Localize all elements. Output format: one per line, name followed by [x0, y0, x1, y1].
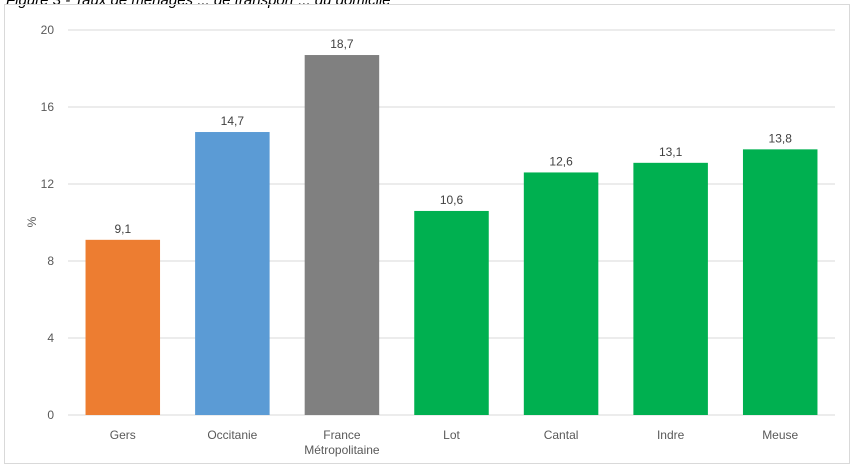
data-label: 14,7 [221, 114, 245, 128]
y-tick-label: 4 [47, 331, 54, 345]
bar [85, 239, 161, 415]
bar [304, 55, 380, 416]
y-tick-label: 0 [47, 408, 54, 422]
data-label: 18,7 [330, 37, 354, 51]
x-tick-label: Meuse [762, 428, 798, 442]
x-tick-label: Indre [657, 428, 685, 442]
x-tick-label: France [323, 428, 361, 442]
y-tick-label: 8 [47, 254, 54, 268]
data-label: 9,1 [114, 222, 131, 236]
x-tick-label: Occitanie [207, 428, 257, 442]
x-tick-label: Lot [443, 428, 460, 442]
bar [523, 172, 599, 415]
data-label: 12,6 [549, 154, 573, 168]
data-label: 13,8 [769, 131, 793, 145]
x-tick-label: Gers [110, 428, 136, 442]
data-label: 13,1 [659, 145, 683, 159]
bar [195, 132, 270, 415]
chart-frame [4, 4, 850, 464]
y-tick-label: 20 [41, 23, 55, 37]
bar [414, 210, 489, 415]
bar [742, 149, 818, 415]
y-tick-label: 12 [41, 177, 55, 191]
bar [633, 162, 708, 415]
data-label: 10,6 [440, 193, 464, 207]
x-tick-label: Métropolitaine [304, 443, 380, 457]
x-tick-label: Cantal [544, 428, 579, 442]
y-tick-label: 16 [41, 100, 55, 114]
y-axis-label: % [25, 216, 39, 227]
